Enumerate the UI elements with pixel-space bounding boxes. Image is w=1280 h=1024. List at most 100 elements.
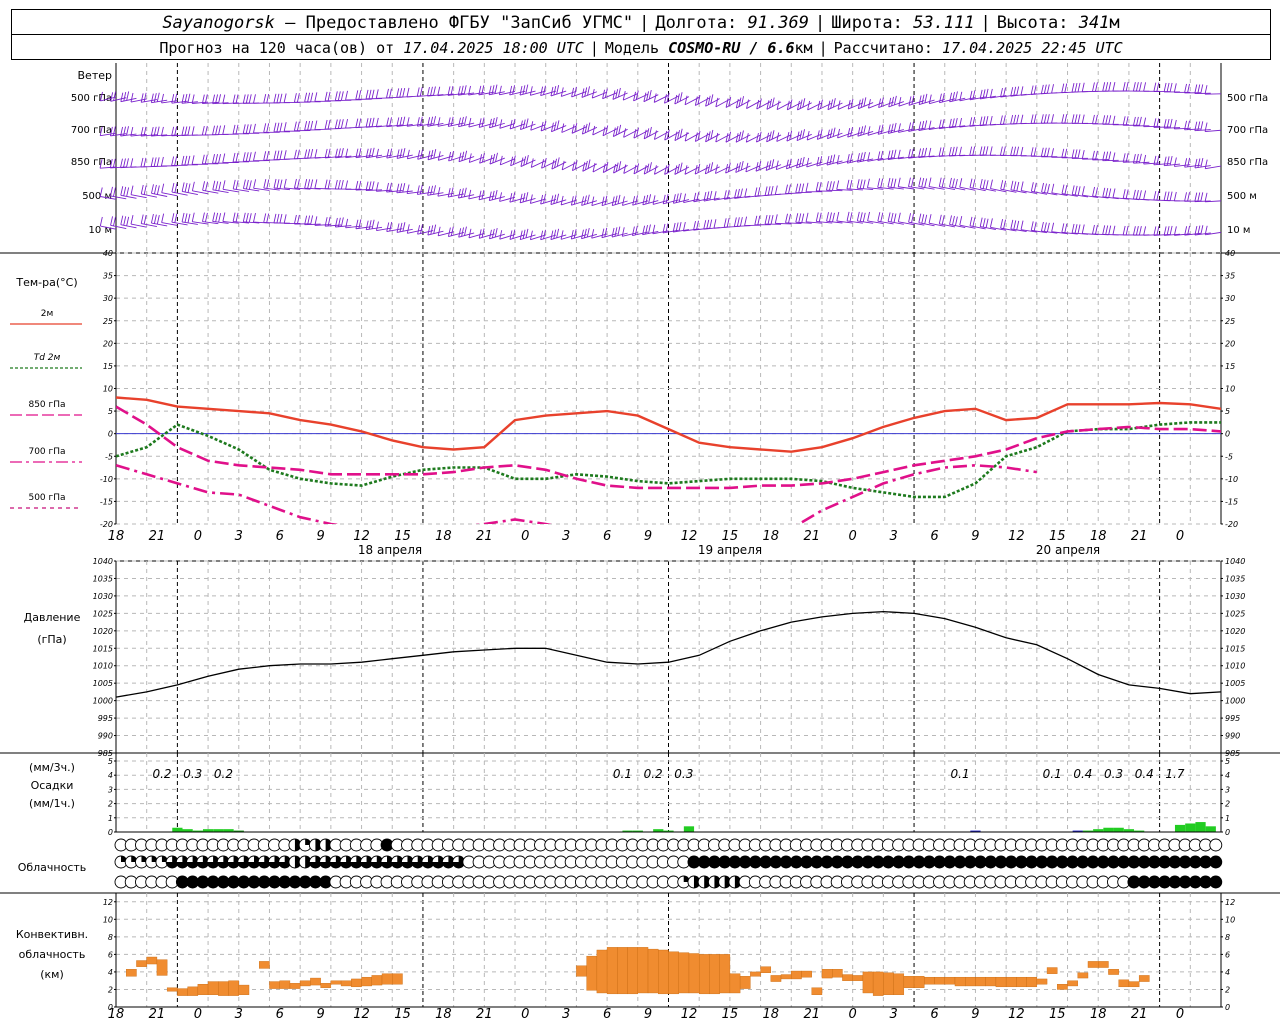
wind-barb-feather [679,128,683,138]
wind-barb-feather [242,212,246,222]
cloud-symbol-fill [728,856,741,868]
precip-tick-label: 1 [108,814,113,823]
wind-barb [458,122,475,128]
wind-barb [427,192,444,196]
wind-barb-feather [571,87,575,98]
wind-barb-feather [151,184,154,194]
wind-barb-feather [907,149,911,159]
conv-cloud-bar [1046,967,1058,974]
wind-barb [181,221,198,225]
wind-barb-feather [584,123,588,133]
wind-barb-feather [862,151,866,162]
wind-barb-feather [416,185,420,195]
conv-cloud-bar [381,973,393,985]
wind-barb-feather [150,213,154,224]
hour-tick-label: 9 [644,529,652,544]
wind-barb-feather [648,194,652,204]
conv-cloud-bar [637,947,649,994]
wind-barb [531,160,546,168]
wind-barb-feather [924,120,928,130]
conv-cloud-bar [166,987,178,992]
wind-barb [509,123,526,130]
wind-barb-feather [1095,225,1098,235]
wind-barb-feather [582,162,586,172]
hour-tick-label: 15 [394,529,411,544]
conv-cloud-bar [811,987,823,995]
hour-tick-label-bottom: 18 [1090,1007,1107,1022]
wind-barb-feather [386,222,390,232]
wind-barb-feather [399,183,403,193]
wind-barb-feather [540,194,544,205]
cloud-symbol-fill [381,839,394,851]
wind-barb [366,189,383,192]
precip-unit-3h: (мм/3ч.) [29,761,75,774]
wind-barb-feather [112,158,116,168]
wind-barb [202,189,219,194]
wind-barb [560,234,577,240]
wind-barb [826,160,843,166]
wind-barb-feather [829,128,833,138]
wind-barb-feather [818,181,822,192]
wind-barb-feather [1108,82,1112,92]
wind-barb-feather [376,148,379,158]
wind-barb-feather [113,91,117,101]
wind-barb-feather [143,126,147,136]
wind-barb-feather [740,188,743,198]
wind-barb [1092,195,1109,199]
wind-barb-feather [1156,82,1160,92]
wind-barb-feather [678,192,682,202]
wind-barb-feather [604,227,608,237]
cloud-symbol-fill [340,856,353,868]
wind-barb [745,165,761,173]
wind-barb-feather [952,215,955,226]
wind-barb-feather [296,121,300,131]
wind-barb-feather [890,123,894,133]
wind-barb-feather [1051,148,1054,158]
wind-barb-feather [788,158,792,168]
temp-tick-label: 35 [103,272,113,281]
wind-barb-feather [279,93,283,103]
wind-barb-feather [799,99,803,109]
conv-cloud-bar [1026,976,1038,988]
wind-barb [355,226,372,230]
wind-barb [366,154,383,159]
wind-barb-feather [1184,158,1188,168]
temp-tick-label: 30 [103,294,113,303]
cloud-symbol-fill [305,856,312,868]
conv-cloud-bar [1138,975,1150,982]
wind-barb-feather [1112,225,1116,235]
wind-barb-feather [652,195,656,205]
wind-barb-feather [887,177,891,188]
pressure-tick-label: 1015 [93,644,113,653]
wind-barb-feather [985,180,989,190]
wind-barb-feather [622,91,626,101]
wind-barb-feather [618,161,622,171]
conv-cloud-bar [1098,961,1109,968]
wind-barb-feather [481,228,485,238]
wind-barb [919,99,935,105]
cloud-symbol-fill [166,856,179,868]
wind-barb-feather [337,119,341,129]
wind-barb [582,126,598,135]
wind-barb-feather [212,212,216,222]
wind-barb-feather [150,126,154,137]
wind-barb-feather [399,222,403,232]
wind-barb-feather [468,228,472,238]
wind-barb-feather [758,98,762,108]
conv-tick-label-right: 4 [1225,968,1230,977]
wind-barb-feather [1125,225,1129,236]
wind-barb-feather [1010,219,1014,229]
wind-barb-feather [770,215,774,225]
wind-barb-feather [184,182,188,193]
wind-barb-feather [1095,187,1099,197]
wind-barb-feather [949,92,953,102]
wind-barb-feather [235,94,239,104]
wind-barb-feather [551,159,555,170]
wind-barb-feather [776,132,780,142]
wind-barb [805,221,823,224]
wind-barb [273,187,290,191]
wind-barb-feather [1138,190,1142,200]
wind-barb-feather [402,116,406,126]
wind-barb-feather [816,130,820,140]
wind-barb-feather [358,219,362,229]
